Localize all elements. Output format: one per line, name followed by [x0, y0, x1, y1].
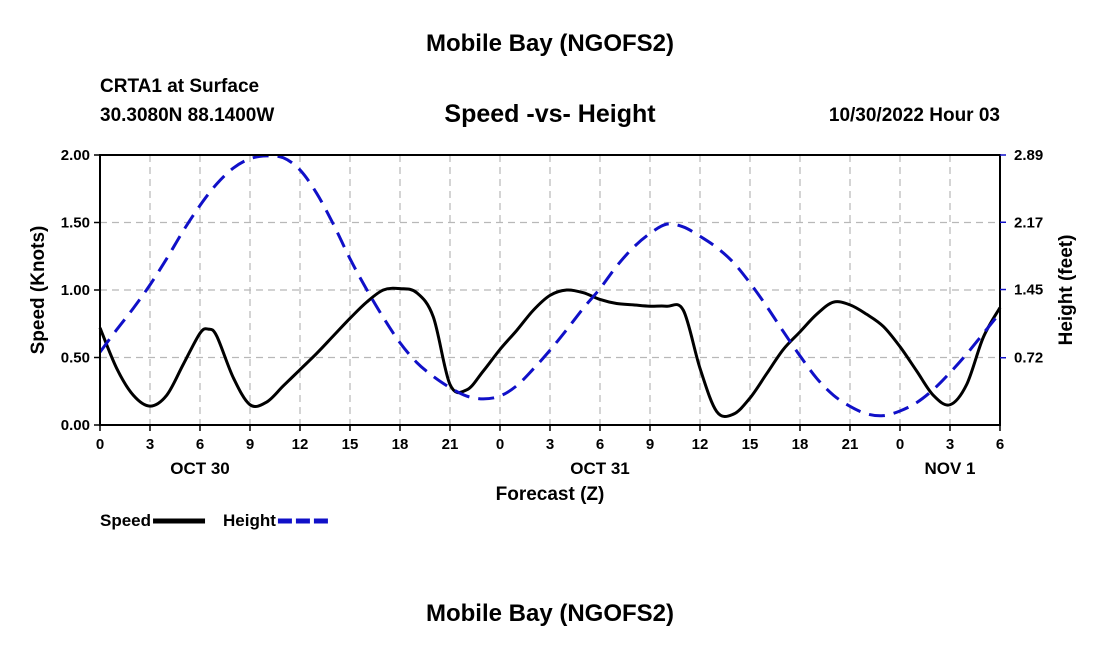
y2-tick-label: 1.45	[1014, 282, 1043, 299]
x-tick-label: 12	[292, 436, 309, 453]
y2-tick-label: 2.17	[1014, 214, 1043, 231]
y-tick-label: 0.00	[61, 417, 90, 434]
x-tick-label: 21	[442, 436, 459, 453]
x-date-label: NOV 1	[924, 459, 975, 478]
chart-subtitle: Speed -vs- Height	[444, 100, 656, 128]
y-axis-title: Speed (Knots)	[28, 226, 49, 355]
x-tick-label: 9	[646, 436, 654, 453]
plot-axes: 0 3 6 9 12 15 18 21 0 3 6 9 12 15 18 21 0 3 6 OCT 30 OCT 31 N…	[28, 147, 1077, 505]
station-label: CRTA1 at Surface	[100, 76, 260, 97]
x-tick-label: 18	[792, 436, 809, 453]
y2-tick-label: 0.72	[1014, 350, 1043, 367]
x-tick-label: 6	[596, 436, 604, 453]
chart-title: Mobile Bay (NGOFS2)	[425, 30, 675, 57]
x-tick-label: 18	[392, 436, 409, 453]
x-tick-label: 3	[946, 436, 954, 453]
y-tick-label: 0.50	[61, 350, 90, 367]
speed-series-line	[98, 286, 1002, 419]
height-series-line	[98, 154, 1002, 418]
x-axis-title: Forecast (Z)	[496, 484, 605, 505]
plot-series	[98, 154, 1002, 419]
legend-label-height: Height	[223, 511, 276, 530]
y-tick-label: 2.00	[61, 147, 90, 164]
x-tick-label: 0	[896, 436, 904, 453]
plot-grid	[100, 154, 1000, 425]
x-date-label: OCT 30	[170, 459, 230, 478]
x-tick-label: 3	[146, 436, 154, 453]
forecast-datetime: 10/30/2022 Hour 03	[828, 105, 1000, 126]
y2-axis-title: Height (feet)	[1056, 235, 1077, 346]
x-date-label: OCT 31	[570, 459, 630, 478]
x-tick-label: 6	[996, 436, 1004, 453]
footer-chart-title: Mobile Bay (NGOFS2)	[425, 600, 675, 627]
y-tick-label: 1.50	[61, 215, 90, 232]
chart-legend: Speed Height	[100, 511, 330, 530]
station-coordinates: 30.3080N 88.1400W	[100, 105, 275, 126]
y-tick-label: 1.00	[61, 282, 90, 299]
x-tick-label: 9	[246, 436, 254, 453]
x-tick-label: 21	[842, 436, 859, 453]
legend-label-speed: Speed	[100, 511, 151, 530]
x-tick-label: 12	[692, 436, 709, 453]
x-tick-label: 15	[742, 436, 759, 453]
y2-tick-label: 2.89	[1014, 147, 1043, 164]
x-tick-label: 6	[196, 436, 204, 453]
x-tick-label: 15	[342, 436, 359, 453]
x-tick-label: 0	[496, 436, 504, 453]
x-tick-label: 3	[546, 436, 554, 453]
x-tick-label: 0	[96, 436, 104, 453]
